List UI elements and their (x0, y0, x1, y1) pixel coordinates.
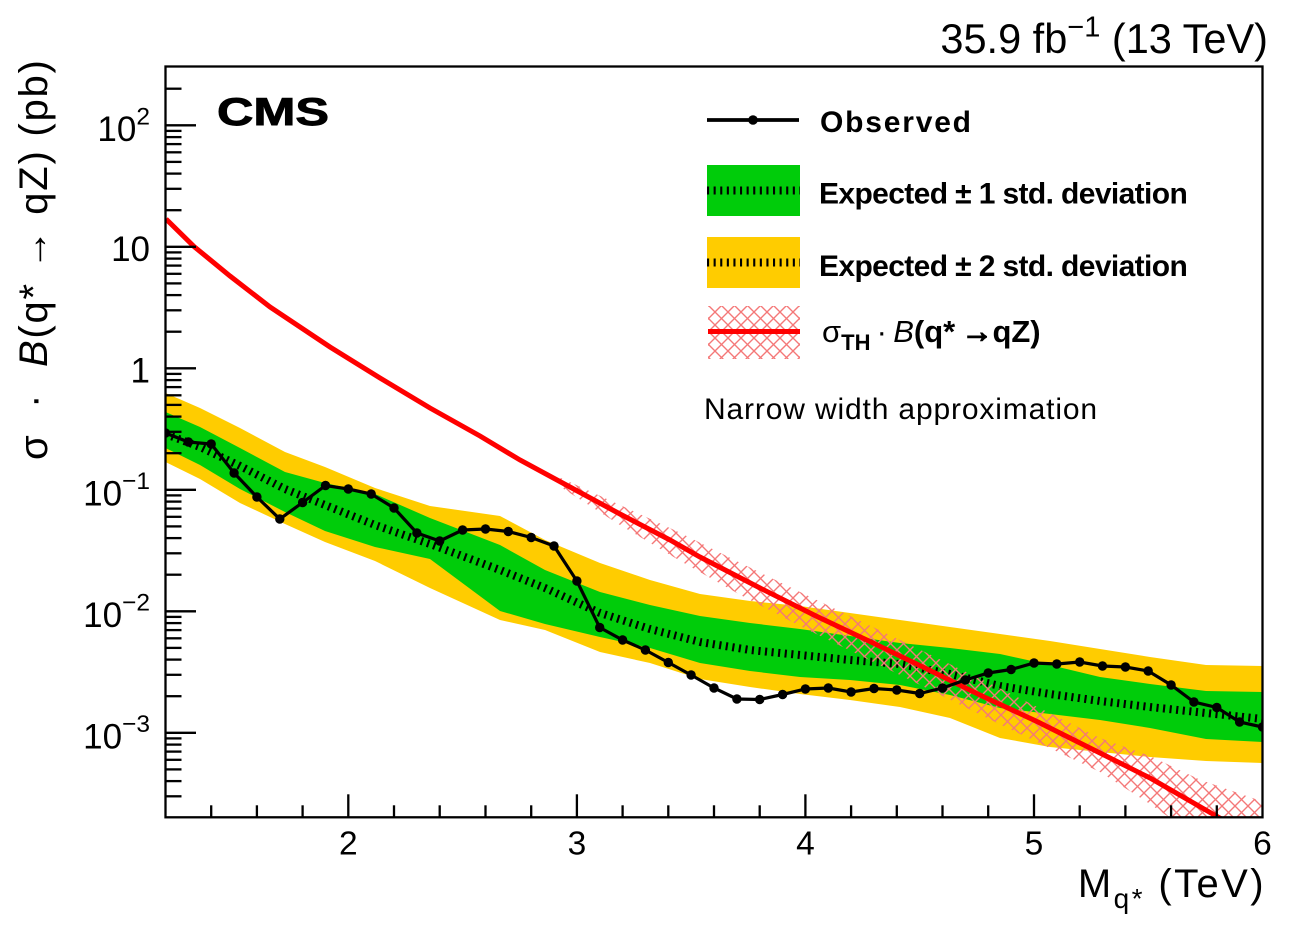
svg-text:35.9 fb−1 (13 TeV): 35.9 fb−1 (13 TeV) (940, 12, 1268, 63)
svg-text:σTH · B(q* →qZ): σTH · B(q* →qZ) (822, 314, 1041, 355)
svg-text:5: 5 (1025, 826, 1044, 863)
svg-text:6: 6 (1253, 826, 1272, 863)
svg-text:4: 4 (796, 826, 815, 863)
svg-text:CMS: CMS (217, 91, 329, 134)
svg-text:10−1: 10−1 (83, 468, 150, 514)
svg-text:1: 1 (131, 352, 150, 391)
svg-text:Expected ± 2 std. deviation: Expected ± 2 std. deviation (819, 250, 1187, 283)
svg-text:2: 2 (339, 826, 358, 863)
svg-text:10−2: 10−2 (83, 590, 150, 636)
svg-text:10: 10 (111, 230, 150, 269)
svg-text:Narrow width approximation: Narrow width approximation (704, 393, 1098, 426)
svg-text:Expected ± 1 std. deviation: Expected ± 1 std. deviation (819, 178, 1187, 211)
svg-text:σ · B(q* → qZ) (pb): σ · B(q* → qZ) (pb) (12, 58, 56, 460)
svg-text:Observed: Observed (820, 106, 973, 139)
svg-text:Mq* (TeV): Mq* (TeV) (1078, 862, 1266, 914)
svg-text:3: 3 (568, 826, 587, 863)
